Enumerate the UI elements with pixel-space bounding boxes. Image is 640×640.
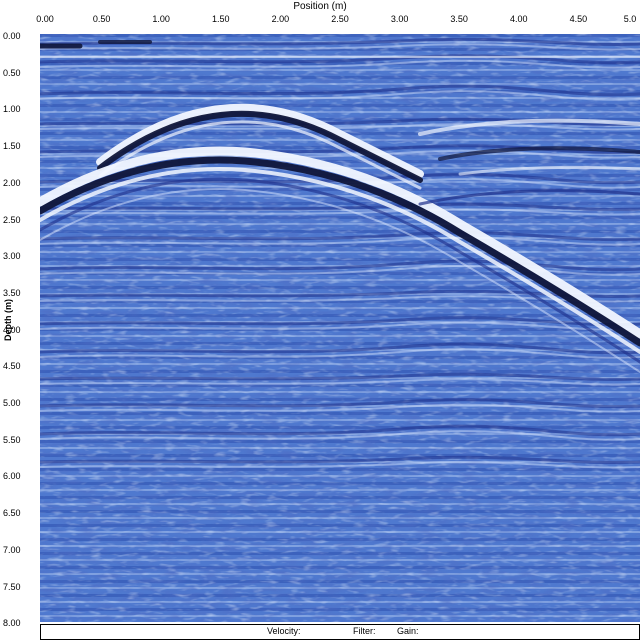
secondary-reflector <box>418 118 640 136</box>
y-tick-label: 2.50 <box>3 214 21 225</box>
x-tick-label: 5.0 <box>623 14 637 24</box>
y-tick-label: 4.00 <box>3 324 21 335</box>
y-tick-label: 5.50 <box>3 434 21 445</box>
horizontal-layer <box>40 461 640 469</box>
x-tick-label: 1.00 <box>152 14 170 24</box>
secondary-reflector <box>438 146 640 161</box>
upper-hyperbola-light <box>96 103 424 178</box>
y-tick-label: 0.50 <box>3 67 21 78</box>
horizontal-layer <box>40 231 640 242</box>
y-tick-label: 0.00 <box>3 31 21 41</box>
y-tick-label: 3.00 <box>3 251 21 262</box>
y-tick-label: 7.00 <box>3 544 21 555</box>
horizontal-layer <box>40 172 640 185</box>
horizontal-layer <box>40 59 640 69</box>
y-tick-label: 5.00 <box>3 398 21 408</box>
horizontal-layer <box>40 265 640 276</box>
horizontal-layer <box>40 321 640 331</box>
x-tick-label: 2.00 <box>271 14 290 24</box>
status-bar: Velocity: Filter: Gain: <box>40 624 640 640</box>
horizontal-layer <box>40 348 640 359</box>
x-tick-label: 0.50 <box>92 14 111 24</box>
radargram-plot[interactable] <box>40 34 640 622</box>
reflector-group <box>40 37 640 469</box>
horizontal-layer <box>40 117 640 126</box>
main-hyperbola-ringing <box>40 188 640 373</box>
radargram-image[interactable] <box>40 34 640 622</box>
gain-label: Gain: <box>397 626 419 636</box>
horizontal-layer <box>40 208 640 216</box>
horizontal-layer <box>40 123 640 131</box>
horizontal-layer <box>40 342 640 355</box>
main-hyperbola-ringing <box>40 177 640 364</box>
x-tick-label: 1.50 <box>212 14 230 24</box>
secondary-reflector <box>418 189 640 206</box>
y-tick-label: 8.00 <box>3 618 21 629</box>
horizontal-layer <box>40 90 640 101</box>
y-tick-label: 7.50 <box>3 581 21 592</box>
velocity-label: Velocity: <box>267 626 301 636</box>
y-tick-label: 6.50 <box>3 508 21 519</box>
upper-hyperbola-dark <box>97 110 423 183</box>
horizontal-layer <box>40 398 640 409</box>
x-tick-label: 2.50 <box>331 14 349 24</box>
horizontal-layer <box>40 144 640 155</box>
horizontal-layer <box>40 455 640 464</box>
x-tick-label: 4.50 <box>569 14 588 24</box>
horizontal-layer <box>40 84 640 97</box>
main-hyperbola-light <box>40 146 640 339</box>
y-tick-label: 6.00 <box>3 471 21 482</box>
secondary-reflector <box>458 165 640 176</box>
y-tick-label: 1.00 <box>3 104 21 115</box>
horizontal-layer <box>40 424 640 437</box>
horizontal-layer <box>40 430 640 441</box>
horizontal-layer <box>40 403 640 413</box>
y-tick-label: 4.50 <box>3 361 21 372</box>
y-axis-title: Depth (m) <box>3 299 13 341</box>
x-tick-label: 3.50 <box>450 14 468 24</box>
horizontal-layer <box>40 372 640 381</box>
y-tick-label: 2.00 <box>3 177 21 188</box>
main-hyperbola-dark <box>40 156 640 347</box>
horizontal-layer <box>40 378 640 386</box>
y-tick-label: 1.50 <box>3 141 21 152</box>
main-hyperbola-tail <box>40 167 640 354</box>
horizontal-layer <box>40 259 640 272</box>
x-tick-label: 4.00 <box>510 14 528 24</box>
x-tick-label: 0.00 <box>36 14 54 24</box>
x-tick-label: 3.00 <box>390 14 409 24</box>
upper-hyperbola-tail <box>98 120 422 190</box>
horizontal-layer <box>40 54 640 65</box>
y-tick-label: 3.50 <box>3 287 21 298</box>
horizontal-layer <box>40 178 640 189</box>
filter-label: Filter: <box>353 626 376 636</box>
horizontal-layer <box>40 316 640 327</box>
horizontal-layer <box>40 236 640 246</box>
x-axis-title: Position (m) <box>293 1 347 12</box>
horizontal-layer <box>40 43 640 51</box>
